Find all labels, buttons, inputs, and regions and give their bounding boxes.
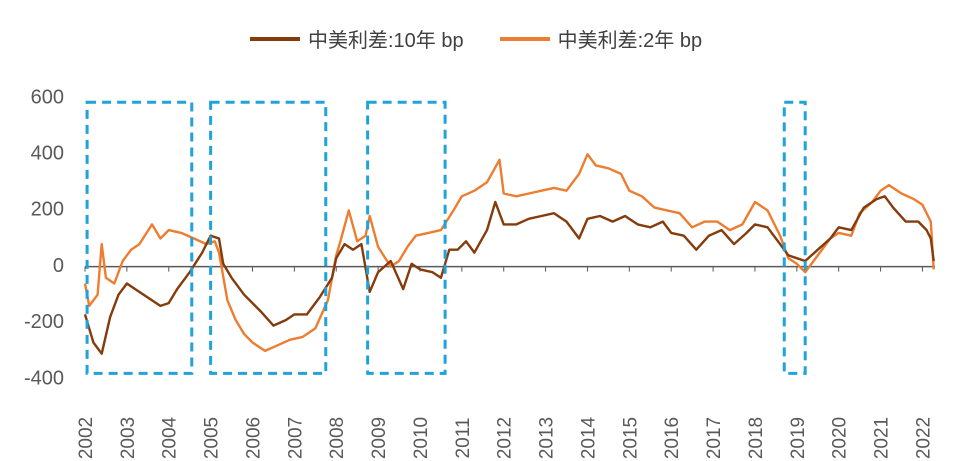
x-tick-label: 2002 <box>76 417 97 459</box>
highlight-box-3 <box>782 100 807 375</box>
legend-label-10y: 中美利差:10年 bp <box>308 30 464 52</box>
x-tick-label: 2016 <box>662 417 683 459</box>
highlight-box-0 <box>85 100 194 375</box>
y-tick-label: 400 <box>31 142 64 164</box>
series-line-0 <box>83 195 935 355</box>
y-tick-label: 600 <box>31 86 64 108</box>
x-tick-label: 2015 <box>620 417 641 459</box>
x-tick-label: 2009 <box>369 417 390 459</box>
x-tick-label: 2019 <box>788 417 809 459</box>
x-axis-ticks: 2002 2003 2004 2005 2006 2007 2008 2009 2010 2011… <box>76 416 934 459</box>
x-tick-label: 2013 <box>537 417 558 459</box>
highlight-boxes <box>85 100 807 375</box>
y-tick-label: -400 <box>24 367 64 389</box>
x-tick-label: 2007 <box>285 417 306 459</box>
y-axis: -400 -200 0 200 400 600 <box>24 86 64 389</box>
x-tick-label: 2020 <box>830 417 851 459</box>
x-axis <box>84 265 935 272</box>
highlight-box-1 <box>209 100 328 375</box>
legend-item-2y: 中美利差:2年 bp <box>499 24 703 53</box>
x-tick-label: 2012 <box>495 417 516 459</box>
x-tick-label: 2010 <box>411 417 432 459</box>
x-tick-label: 2011 <box>453 418 474 459</box>
x-tick-label: 2022 <box>913 417 934 459</box>
series-layer <box>83 153 935 355</box>
x-tick-label: 2018 <box>746 417 767 459</box>
x-tick-label: 2005 <box>202 417 223 459</box>
y-tick-label: -200 <box>24 311 64 333</box>
x-tick-label: 2014 <box>578 416 599 459</box>
legend-label-2y: 中美利差:2年 bp <box>557 30 703 52</box>
legend: 中美利差:10年 bp 中美利差:2年 bp <box>250 24 702 53</box>
x-tick-label: 2021 <box>872 417 893 459</box>
x-tick-label: 2004 <box>160 416 181 459</box>
x-tick-label: 2017 <box>704 417 725 459</box>
legend-item-10y: 中美利差:10年 bp <box>250 24 464 53</box>
highlight-box-2 <box>366 100 447 375</box>
y-tick-label: 200 <box>31 199 64 221</box>
legend-swatch-2y <box>499 36 550 41</box>
x-tick-label: 2006 <box>243 417 264 459</box>
legend-swatch-10y <box>250 36 300 41</box>
y-tick-label: 0 <box>53 255 64 277</box>
x-tick-label: 2003 <box>118 417 139 459</box>
x-tick-label: 2008 <box>327 417 348 459</box>
